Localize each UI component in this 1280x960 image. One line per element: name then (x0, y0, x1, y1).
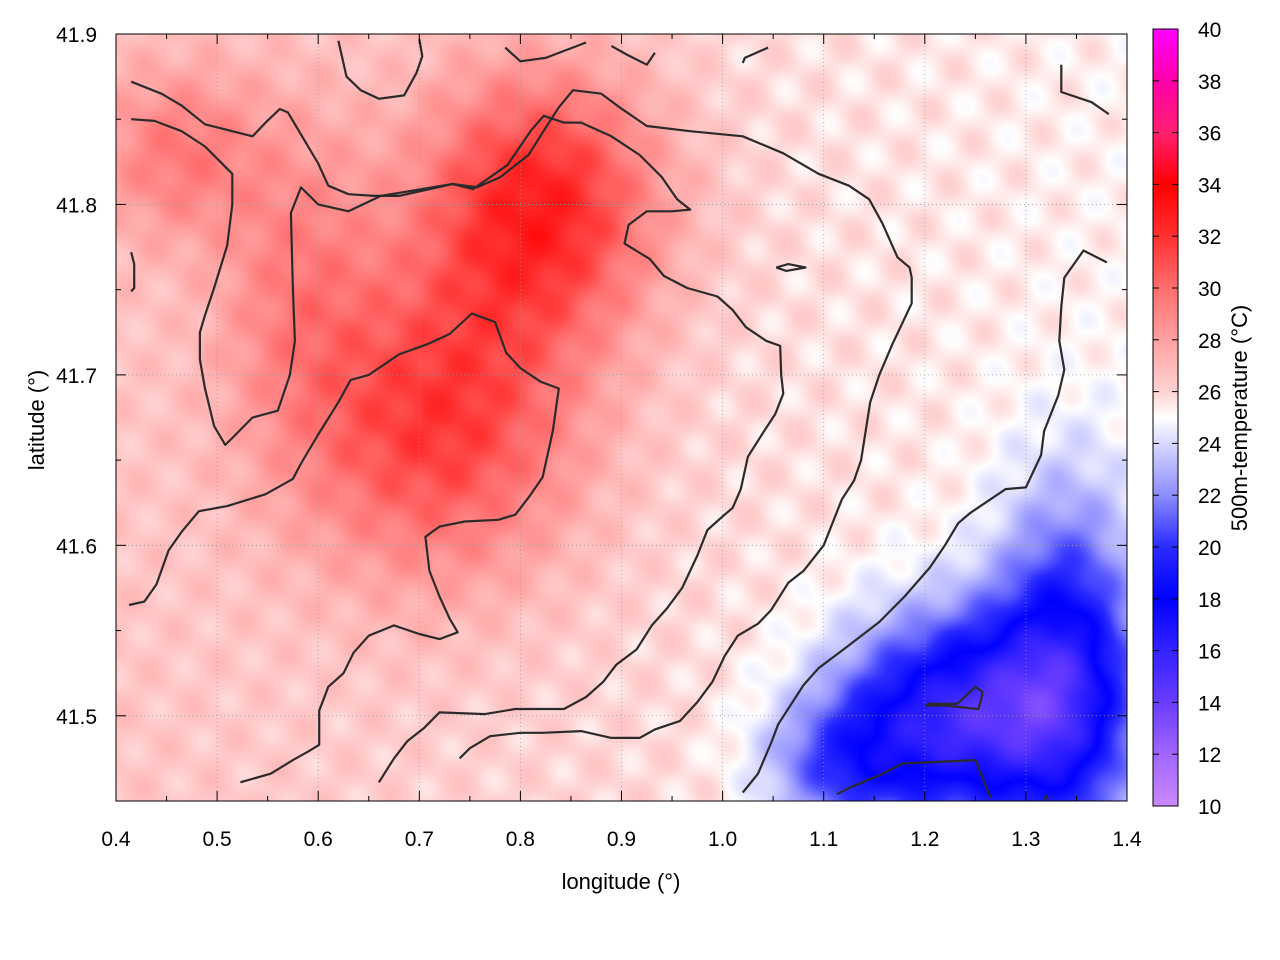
colorbar-tick-label: 30 (1198, 278, 1221, 301)
x-axis-title: longitude (°) (562, 869, 681, 894)
y-tick-label: 41.9 (56, 24, 97, 47)
x-tick-label: 0.9 (607, 828, 636, 851)
colorbar-tick-label: 10 (1198, 796, 1221, 819)
colorbar-tick-label: 12 (1198, 744, 1221, 767)
y-tick-label: 41.7 (56, 365, 97, 388)
colorbar: 10 12 14 16 18 20 22 24 26 28 30 32 34 36 38 40 (1153, 19, 1222, 819)
colorbar-tick-label: 24 (1198, 433, 1222, 456)
colorbar-tick-label: 36 (1198, 123, 1221, 146)
y-axis-title: latitude (°) (24, 370, 49, 471)
x-tick-label: 0.4 (101, 828, 131, 851)
colorbar-tick-label: 28 (1198, 330, 1221, 353)
x-tick-label: 0.6 (304, 828, 333, 851)
x-tick-label: 0.7 (405, 828, 434, 851)
colorbar-gradient (1153, 29, 1178, 806)
colorbar-tick-label: 32 (1198, 226, 1221, 249)
colorbar-tick-label: 20 (1198, 537, 1221, 560)
colorbar-tick-label: 14 (1198, 692, 1222, 715)
y-tick-label: 41.6 (56, 535, 97, 558)
x-tick-label: 0.5 (202, 828, 231, 851)
colorbar-tick-label: 40 (1198, 19, 1221, 42)
x-tick-label: 1.1 (809, 828, 838, 851)
x-tick-label: 1.0 (708, 828, 737, 851)
colorbar-tick-label: 18 (1198, 589, 1221, 612)
x-tick-label: 1.3 (1011, 828, 1040, 851)
colorbar-title: 500m-temperature (°C) (1227, 305, 1252, 531)
y-tick-label: 41.5 (56, 706, 97, 729)
colorbar-tick-label: 34 (1198, 174, 1222, 197)
y-tick-label: 41.8 (56, 194, 97, 217)
x-tick-label: 0.8 (506, 828, 535, 851)
colorbar-tick-label: 38 (1198, 71, 1221, 94)
colorbar-tick-label: 16 (1198, 641, 1221, 664)
x-tick-label: 1.4 (1112, 828, 1142, 851)
plot-area: 0.4 0.5 0.6 0.7 0.8 0.9 1.0 1.1 1.2 1.3 1.4 41.5 41… (56, 24, 1142, 851)
colorbar-tick-label: 26 (1198, 382, 1221, 405)
x-tick-label: 1.2 (910, 828, 939, 851)
colorbar-tick-label: 22 (1198, 485, 1221, 508)
